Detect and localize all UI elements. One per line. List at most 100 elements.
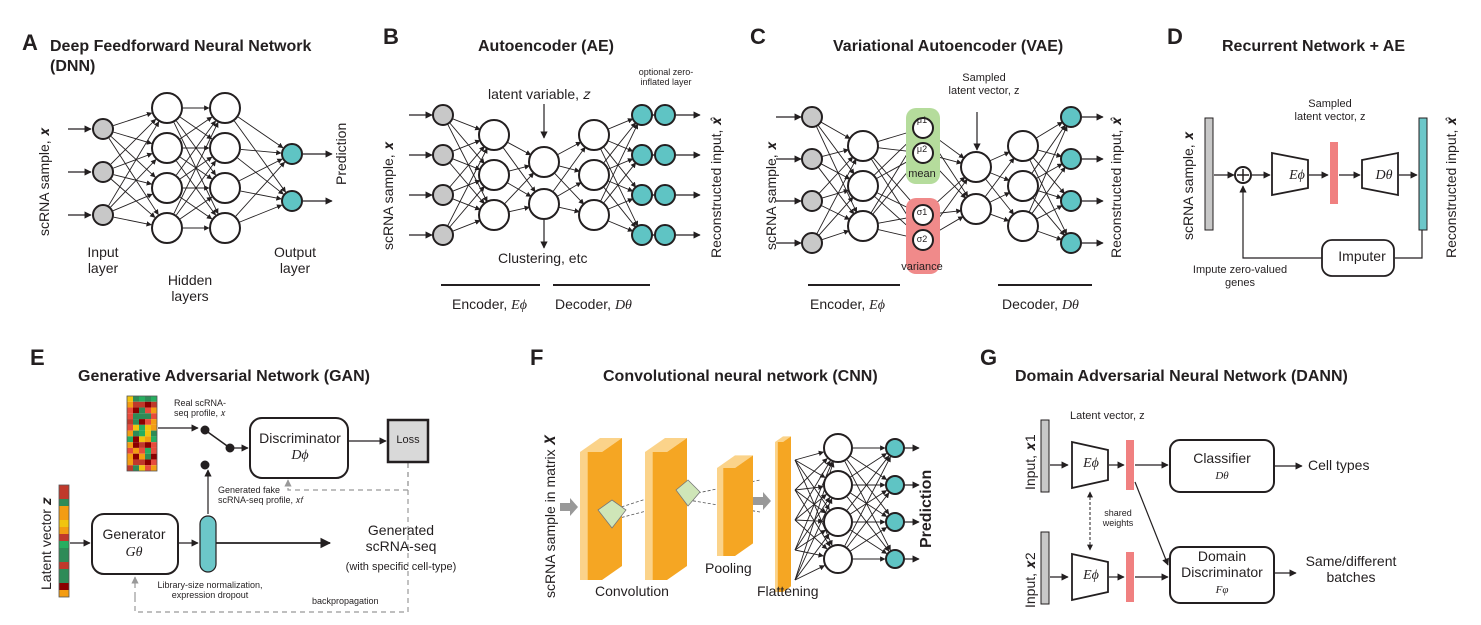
real-profile-heatmap bbox=[139, 396, 145, 402]
connector-line bbox=[1036, 205, 1063, 220]
real-profile-heatmap bbox=[139, 419, 145, 425]
connector-line bbox=[794, 484, 824, 491]
classifier-box bbox=[1169, 439, 1275, 493]
connector-line bbox=[113, 111, 153, 126]
hidden-node bbox=[1007, 210, 1039, 242]
connector-line bbox=[179, 116, 213, 140]
panel-g-encoder2-symbol: Eϕ bbox=[1083, 568, 1099, 583]
connector-line bbox=[112, 193, 153, 212]
loss-box bbox=[386, 418, 430, 464]
real-profile-heatmap bbox=[145, 396, 151, 402]
mean-node bbox=[912, 142, 934, 164]
connector-line bbox=[237, 157, 284, 195]
connector-line bbox=[452, 179, 481, 192]
real-profile-heatmap bbox=[145, 447, 151, 454]
connector-line bbox=[817, 124, 855, 175]
panel-e-real-profile-label: Real scRNA- seq profile, 𝑥 bbox=[174, 398, 227, 419]
output-node bbox=[885, 512, 905, 532]
connector-line bbox=[233, 120, 286, 193]
latent1-to-dd-arrow bbox=[1134, 481, 1169, 566]
real-profile-heatmap bbox=[127, 413, 133, 420]
connector-line bbox=[173, 121, 219, 214]
panel-letter-g: G bbox=[980, 345, 998, 370]
pool-slab-side bbox=[735, 455, 753, 556]
panel-e-fake-profile-label: Generated fake scRNA-seq profile, 𝑥𝑓 bbox=[218, 485, 304, 506]
real-profile-heatmap bbox=[151, 453, 157, 460]
switch-pivot bbox=[225, 443, 235, 453]
panel-c-decoder-symbol: Dθ bbox=[1061, 298, 1079, 313]
real-profile-heatmap bbox=[145, 442, 151, 448]
input-node bbox=[432, 184, 454, 206]
latent-vector-heatmap bbox=[59, 506, 69, 513]
latent-vector-heatmap bbox=[59, 513, 69, 520]
connector-line bbox=[794, 489, 827, 514]
conv-slab-top bbox=[645, 438, 687, 452]
connector-line bbox=[603, 186, 637, 228]
connector-line bbox=[794, 518, 824, 524]
panel-g-title: Domain Adversarial Neural Network (DANN) bbox=[1015, 368, 1348, 385]
connector-line bbox=[235, 161, 285, 217]
pool-slab-shade bbox=[723, 468, 735, 556]
zero-inflated-node bbox=[654, 184, 676, 206]
connector-line bbox=[108, 121, 160, 206]
output-node bbox=[631, 144, 653, 166]
connector-line bbox=[237, 116, 284, 149]
connector-line bbox=[850, 490, 888, 515]
panel-letter-c: C bbox=[750, 24, 766, 49]
connector-line bbox=[794, 459, 830, 511]
connector-line bbox=[110, 136, 156, 178]
connector-line bbox=[176, 120, 216, 176]
panel-a-prediction: Prediction bbox=[333, 122, 349, 185]
panel-letter-a: A bbox=[22, 30, 38, 55]
real-profile-heatmap bbox=[133, 396, 139, 402]
real-profile-heatmap bbox=[127, 442, 133, 448]
input-node bbox=[801, 106, 823, 128]
input-node bbox=[432, 144, 454, 166]
panel-c-title: Variational Autoencoder (VAE) bbox=[833, 38, 1064, 55]
connector-line bbox=[603, 122, 637, 164]
real-profile-heatmap bbox=[127, 407, 133, 414]
connector-line bbox=[607, 158, 634, 170]
output-node bbox=[1060, 148, 1082, 170]
output-node bbox=[281, 143, 303, 165]
connector-line bbox=[794, 549, 824, 558]
panel-f-prediction-label: Prediction bbox=[918, 469, 935, 548]
connector-line bbox=[508, 205, 530, 213]
connector-line bbox=[820, 163, 851, 180]
output-node bbox=[885, 438, 905, 458]
encoder2-trapezoid bbox=[1071, 552, 1109, 602]
imputer-box bbox=[1321, 239, 1395, 277]
fc-node bbox=[823, 470, 853, 500]
real-profile-heatmap bbox=[133, 442, 139, 448]
domain-disc-box bbox=[1169, 546, 1275, 604]
real-profile-heatmap bbox=[139, 453, 145, 460]
panel-b-title: Autoencoder (AE) bbox=[478, 38, 614, 55]
panel-letter-f: F bbox=[530, 345, 544, 370]
panel-g-encoder1-symbol: Eϕ bbox=[1083, 456, 1099, 471]
input-vector-bar bbox=[1204, 117, 1214, 231]
panel-e-generator-symbol: Gθ bbox=[125, 545, 143, 560]
connector-line bbox=[820, 204, 851, 220]
hidden-node bbox=[209, 132, 241, 164]
panel-c-encoder-label: Encoder, Eϕ bbox=[810, 296, 885, 314]
connector-line bbox=[1028, 125, 1068, 213]
real-profile-heatmap bbox=[151, 430, 157, 437]
imputer-feedback-arrow bbox=[1239, 185, 1322, 259]
connector-line bbox=[108, 137, 159, 216]
panel-g-domain-disc-label: Domain Discriminator bbox=[1181, 548, 1263, 581]
latent-node bbox=[960, 151, 992, 183]
real-profile-heatmap bbox=[145, 401, 151, 408]
hidden-node bbox=[847, 210, 879, 242]
connector-line bbox=[452, 219, 481, 232]
connector-line bbox=[452, 198, 481, 211]
connector-line bbox=[558, 206, 580, 214]
panel-a-title-abbrev: (DNN) bbox=[50, 58, 96, 75]
connector-line bbox=[1031, 166, 1066, 215]
connector-line bbox=[794, 565, 826, 581]
connector-line bbox=[850, 529, 888, 554]
input-node bbox=[432, 224, 454, 246]
panel-b-clustering-label: Clustering, etc bbox=[498, 250, 588, 266]
panel-e-specific-label: (with specific cell-type) bbox=[345, 561, 457, 573]
real-profile-heatmap bbox=[145, 424, 151, 431]
connector-line bbox=[821, 148, 849, 157]
